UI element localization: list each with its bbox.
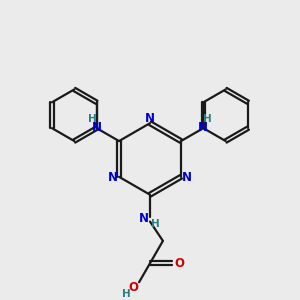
Text: H: H [88, 114, 97, 124]
Text: N: N [139, 212, 149, 225]
Text: N: N [182, 171, 192, 184]
Text: N: N [92, 121, 102, 134]
Text: H: H [151, 218, 159, 229]
Text: H: H [122, 289, 130, 299]
Text: O: O [128, 281, 138, 294]
Text: N: N [108, 171, 118, 184]
Text: N: N [145, 112, 155, 125]
Text: O: O [175, 257, 185, 270]
Text: N: N [198, 121, 208, 134]
Text: H: H [203, 114, 212, 124]
